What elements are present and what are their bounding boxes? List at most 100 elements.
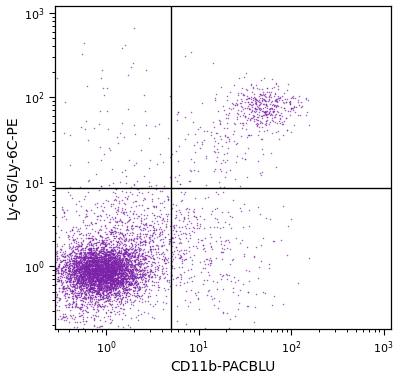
Point xyxy=(144,269,150,275)
Point xyxy=(100,239,106,245)
Point xyxy=(108,281,115,287)
Point xyxy=(133,268,139,274)
Point xyxy=(266,110,272,116)
Point xyxy=(92,270,98,276)
Point xyxy=(109,270,116,276)
Point xyxy=(94,277,100,283)
Point xyxy=(133,266,140,272)
Point xyxy=(101,269,108,275)
Point xyxy=(83,264,90,271)
Point xyxy=(212,97,218,103)
Point xyxy=(193,292,200,298)
Point xyxy=(90,292,96,298)
Point xyxy=(115,279,122,285)
Point xyxy=(70,266,76,272)
Point xyxy=(92,267,98,273)
Point xyxy=(220,103,226,109)
Point xyxy=(87,269,93,275)
Point xyxy=(123,287,130,293)
Point xyxy=(64,291,70,298)
Point xyxy=(56,294,62,301)
Point xyxy=(87,276,94,282)
Point xyxy=(136,285,142,291)
Point xyxy=(159,250,165,256)
Point xyxy=(104,266,111,272)
Point xyxy=(305,97,311,103)
Point xyxy=(91,262,98,268)
Point xyxy=(103,243,110,249)
Point xyxy=(109,263,116,269)
Point xyxy=(39,271,45,277)
Point xyxy=(93,268,100,274)
Point xyxy=(158,266,165,272)
Point xyxy=(76,269,82,275)
Point xyxy=(100,285,106,291)
Point xyxy=(121,247,128,253)
Point xyxy=(78,304,84,310)
Point xyxy=(87,283,93,289)
Point xyxy=(83,318,89,324)
Point xyxy=(248,107,255,113)
Point xyxy=(118,297,125,303)
Point xyxy=(68,277,74,283)
Point xyxy=(76,264,83,271)
Point xyxy=(106,257,113,263)
Point xyxy=(290,107,296,113)
Point xyxy=(82,260,89,266)
Point xyxy=(122,276,128,282)
Point xyxy=(115,274,122,280)
Point xyxy=(94,289,101,295)
Point xyxy=(88,240,94,246)
Point xyxy=(97,271,104,277)
Point xyxy=(108,266,114,272)
Point xyxy=(81,274,88,280)
Point xyxy=(66,254,72,260)
Point xyxy=(101,261,107,267)
Point xyxy=(208,132,215,138)
Point xyxy=(275,103,281,109)
Point xyxy=(280,132,286,138)
Point xyxy=(114,272,121,278)
Point xyxy=(142,239,148,245)
Point xyxy=(243,120,250,126)
Point xyxy=(85,276,91,282)
Point xyxy=(96,279,102,285)
Point xyxy=(237,287,243,293)
Point xyxy=(106,294,113,300)
Point xyxy=(86,259,92,265)
Point xyxy=(88,294,94,300)
Point xyxy=(97,241,104,247)
Point xyxy=(78,263,85,269)
Point xyxy=(79,281,85,287)
Point xyxy=(102,264,108,270)
Point xyxy=(86,286,92,292)
Point xyxy=(228,225,234,231)
Point xyxy=(97,264,103,271)
Point xyxy=(93,287,99,293)
Point xyxy=(99,306,106,312)
Point xyxy=(266,89,273,95)
Point xyxy=(103,284,110,290)
Point xyxy=(80,263,87,269)
Point xyxy=(83,295,89,301)
Point xyxy=(110,269,116,275)
Point xyxy=(83,263,89,269)
Point xyxy=(70,265,76,271)
Point xyxy=(88,258,94,264)
Point xyxy=(107,255,113,261)
Point xyxy=(96,254,102,260)
Point xyxy=(92,294,98,300)
Point xyxy=(259,86,266,92)
Point xyxy=(102,295,108,301)
Point xyxy=(136,271,143,277)
Point xyxy=(98,244,104,250)
Point xyxy=(115,261,121,267)
Point xyxy=(72,292,78,298)
Point xyxy=(83,285,89,291)
Point xyxy=(88,295,94,301)
Point xyxy=(56,285,62,291)
Point xyxy=(160,236,167,242)
Point xyxy=(98,282,104,288)
Point xyxy=(95,259,101,265)
Point xyxy=(170,256,176,262)
